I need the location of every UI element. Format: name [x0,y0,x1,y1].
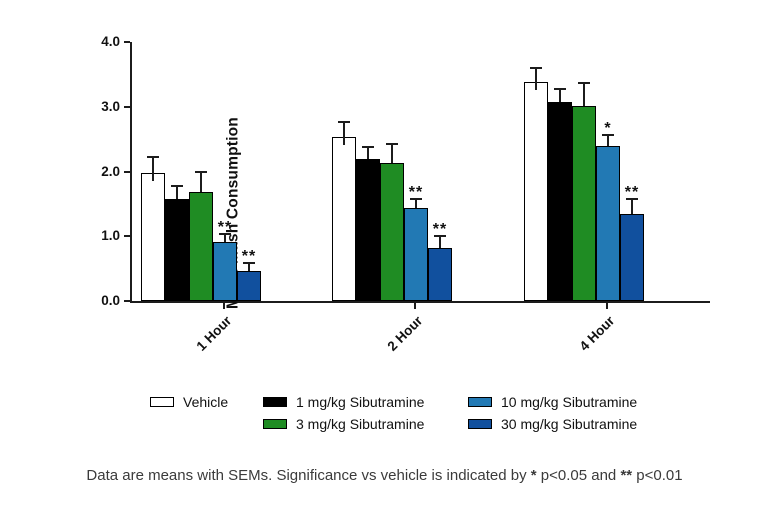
x-tick [414,303,416,309]
error-bar-cap [626,198,638,201]
caption: Data are means with SEMs. Significance v… [0,466,769,486]
significance-marker: * [604,120,612,138]
error-bar-cap [554,88,566,91]
significance-marker: ** [408,184,424,202]
significance-star-single: * [530,467,537,484]
y-tick-label: 2.0 [101,163,120,179]
y-tick [124,235,130,238]
error-bar-cap [195,171,207,174]
error-bar-stem [200,172,202,193]
legend-item-3-mg-kg-sibutramine: 3 mg/kg Sibutramine [263,416,425,432]
error-bar-cap [434,235,446,238]
error-bar-stem [415,199,417,209]
bar-vehicle-1-hour [141,172,165,301]
error-bar-stem [439,236,441,248]
y-tick [124,105,130,108]
error-bar-stem [367,146,369,159]
error-bar-cap [219,232,231,235]
plot-area: Mean Mash Consumption 0.0 1.0 2.0 3.0 4.0 1 H… [101,34,710,354]
legend-swatch-icon [468,419,492,429]
y-tick-label: 4.0 [101,34,120,49]
legend-swatch-icon [263,419,287,429]
significance-marker: ** [217,218,233,236]
x-tick [223,303,225,309]
y-tick-label: 0.0 [101,293,120,308]
bar-30-mg-kg-sibutramine-2-hour [428,247,452,301]
legend-label: 10 mg/kg Sibutramine [501,394,638,410]
caption-text: Data are means with SEMs. Significance v… [86,467,531,484]
y-axis-title: Mean Mash Consumption [224,117,242,309]
bar-1-mg-kg-sibutramine-1-hour [165,198,189,301]
error-bar-stem [224,233,226,243]
error-bar-cap [243,262,255,265]
significance-marker: ** [241,248,257,266]
legend-column: Vehicle [150,394,229,410]
bar-3-mg-kg-sibutramine-1-hour [189,192,213,301]
legend-column: 1 mg/kg Sibutramine 3 mg/kg Sibutramine [263,394,425,432]
x-tick [606,303,608,309]
legend-swatch-icon [468,397,492,407]
error-bar-stem [631,199,633,214]
legend-label: 30 mg/kg Sibutramine [501,416,638,432]
error-bar-cap [386,142,398,145]
legend-swatch-icon [150,397,174,407]
legend-item-10-mg-kg-sibutramine: 10 mg/kg Sibutramine [468,394,638,410]
legend-swatch-icon [263,397,287,407]
error-bar-cap [171,184,183,187]
legend-label: 3 mg/kg Sibutramine [296,416,425,432]
error-bar-stem [248,263,250,272]
y-tick-label: 3.0 [101,98,120,114]
legend-label: Vehicle [183,394,229,410]
bar-3-mg-kg-sibutramine-2-hour [380,163,404,301]
bar-10-mg-kg-sibutramine-1-hour [213,242,237,301]
significance-star-double: ** [620,467,633,484]
error-bar-stem [343,122,345,145]
error-bar-stem [152,157,154,181]
error-bar-cap [147,156,159,159]
y-tick [124,41,130,43]
legend-label: 1 mg/kg Sibutramine [296,394,425,410]
y-tick-label: 1.0 [101,228,120,244]
legend: Vehicle 1 mg/kg Sibutramine 3 mg/kg Sibutr… [150,394,650,436]
y-tick [124,300,130,302]
legend-column: 10 mg/kg Sibutramine 30 mg/kg Sibutramine [468,394,638,432]
error-bar-cap [338,121,350,124]
bar-30-mg-kg-sibutramine-1-hour [237,271,261,301]
bar-3-mg-kg-sibutramine-4-hour [572,106,596,301]
error-bar-stem [607,135,609,147]
error-bar-cap [530,66,542,69]
bar-1-mg-kg-sibutramine-4-hour [548,101,572,301]
bar-1-mg-kg-sibutramine-2-hour [356,158,380,301]
bar-vehicle-2-hour [332,136,356,301]
error-bar-stem [176,185,178,199]
error-bar-stem [391,143,393,164]
caption-text: p<0.05 and [536,467,621,484]
x-axis-label-2-hour: 2 Hour [384,313,426,354]
legend-item-vehicle: Vehicle [150,394,229,410]
error-bar-cap [362,145,374,148]
significance-marker: ** [432,221,448,239]
y-tick [124,170,130,173]
bar-10-mg-kg-sibutramine-2-hour [404,208,428,301]
legend-item-30-mg-kg-sibutramine: 30 mg/kg Sibutramine [468,416,638,432]
legend-item-1-mg-kg-sibutramine: 1 mg/kg Sibutramine [263,394,425,410]
error-bar-stem [583,83,585,107]
error-bar-cap [602,134,614,137]
bar-10-mg-kg-sibutramine-4-hour [596,146,620,301]
significance-marker: ** [624,184,640,202]
bar-vehicle-4-hour [524,81,548,301]
error-bar-cap [578,82,590,85]
error-bar-cap [410,198,422,201]
error-bar-stem [535,67,537,90]
error-bar-stem [559,89,561,102]
bar-30-mg-kg-sibutramine-4-hour [620,213,644,301]
x-axis-label-4-hour: 4 Hour [576,313,618,354]
caption-text: p<0.01 [632,467,683,484]
